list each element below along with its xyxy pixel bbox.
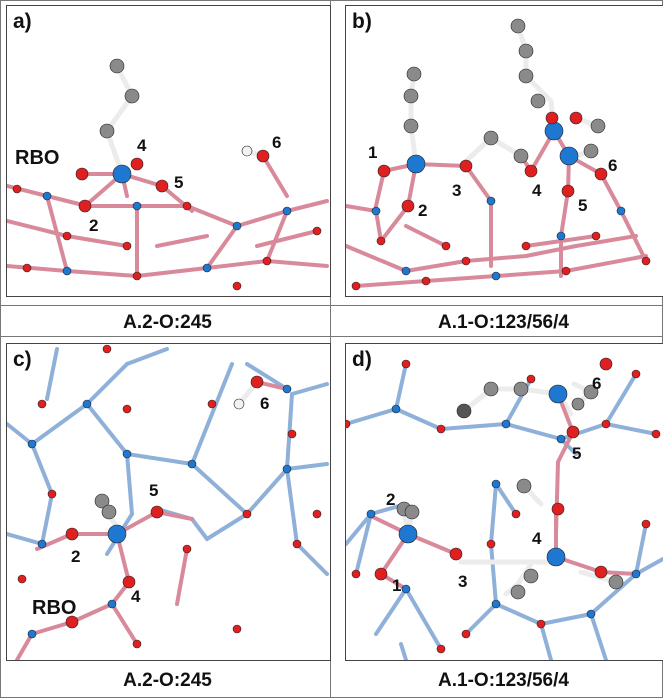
annotation-atom-number: 5	[572, 444, 581, 463]
annotation-atom-number: 4	[131, 587, 141, 606]
annotation-atom-number: 3	[458, 572, 467, 591]
annotation-atom-number: 6	[260, 394, 269, 413]
panel-label: b)	[352, 10, 372, 33]
panel-a: RBO 4 5 6 2 a)	[6, 5, 331, 297]
panel-d: 6 5 2 4 1 3 d)	[345, 343, 663, 661]
annotation-atom-number: 4	[532, 529, 542, 548]
panel-d-structure: 6 5 2 4 1 3	[346, 357, 663, 660]
panel-b: 1 2 3 4 5 6 b)	[345, 5, 663, 297]
row-divider	[0, 305, 663, 306]
annotation-atom-number: 5	[174, 173, 183, 192]
annotation-atom-number: 6	[272, 133, 281, 152]
panel-label: a)	[13, 10, 32, 33]
panel-label: d)	[352, 348, 372, 371]
panel-b-structure: 1 2 3 4 5 6	[346, 18, 651, 291]
annotation-atom-number: 5	[149, 481, 158, 500]
annotation-atom-number: 4	[137, 136, 147, 155]
annotation-atom-number: 3	[452, 181, 461, 200]
annotation-atom-number: 6	[608, 156, 617, 175]
annotation-atom-number: 2	[386, 490, 395, 509]
annotation-atom-number: 2	[71, 547, 80, 566]
annotation-atom-number: 5	[578, 196, 587, 215]
annotation-atom-number: 2	[89, 216, 98, 235]
panel-c-structure: 5 6 2 4 RBO	[7, 344, 329, 660]
panel-caption: A.2-O:245	[123, 312, 212, 333]
panel-c: 5 6 2 4 RBO c)	[6, 343, 331, 661]
panel-caption: A.1-O:123/56/4	[438, 670, 569, 691]
panel-caption: A.1-O:123/56/4	[438, 312, 569, 333]
panel-caption: A.2-O:245	[123, 670, 212, 691]
panel-a-structure: RBO 4 5 6 2	[7, 58, 329, 291]
annotation-rbo: RBO	[32, 597, 76, 619]
annotation-atom-number: 1	[392, 576, 401, 595]
annotation-atom-number: 6	[592, 374, 601, 393]
panel-label: c)	[13, 348, 32, 371]
row-divider	[0, 336, 663, 337]
annotation-atom-number: 4	[532, 181, 542, 200]
annotation-atom-number: 1	[368, 143, 377, 162]
annotation-rbo: RBO	[15, 147, 59, 169]
annotation-atom-number: 2	[418, 201, 427, 220]
